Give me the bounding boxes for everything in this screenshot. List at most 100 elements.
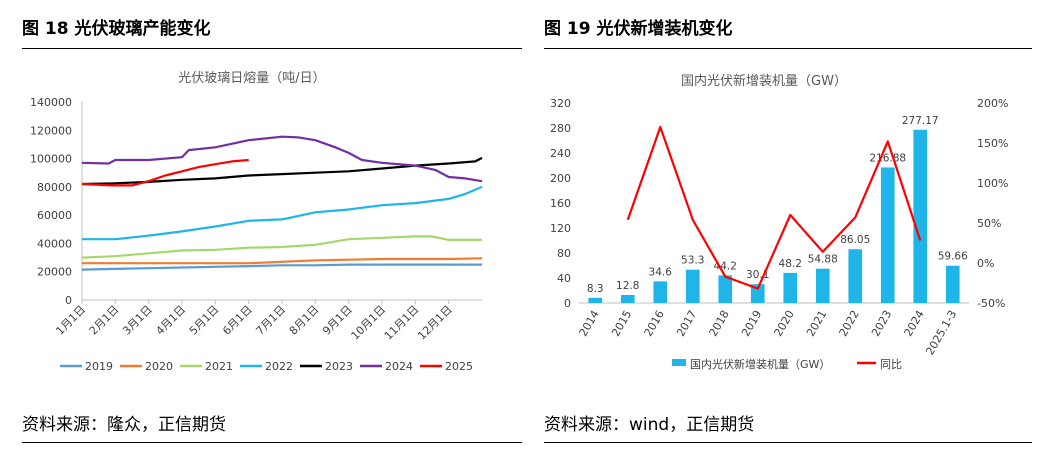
- legend-label-2022: 2022: [265, 360, 293, 373]
- x-tick-label: 5月1日: [187, 303, 222, 338]
- bar-value-label: 277.17: [902, 115, 939, 127]
- y-right-tick-label: 150%: [977, 137, 1008, 150]
- legend-label-2019: 2019: [85, 360, 113, 373]
- bar-value-label: 34.6: [649, 266, 673, 278]
- right-top-rule: [544, 48, 1032, 49]
- bar-2025.1-3: [945, 265, 960, 303]
- figure-19-title: 图 19 光伏新增装机变化: [544, 19, 733, 39]
- chart-title: 国内光伏新增装机量（GW）: [681, 73, 847, 89]
- x-tick-label: 6月1日: [220, 303, 255, 338]
- bar-2022: [848, 249, 863, 303]
- series-line-2022: [82, 185, 483, 241]
- series-line-2023: [81, 156, 483, 186]
- left-top-rule: [22, 48, 522, 49]
- legend-label-line: 同比: [880, 358, 902, 371]
- x-tick-label: 7月1日: [253, 303, 288, 338]
- x-tick-label: 8月1日: [287, 303, 322, 338]
- bar-value-label: 216.88: [869, 152, 906, 164]
- y-tick-label: 60000: [37, 209, 72, 222]
- x-tick-label: 2020: [772, 308, 797, 339]
- x-tick-label: 2023: [869, 308, 894, 339]
- left-source-note: 资料来源：隆众，正信期货: [22, 415, 226, 435]
- bar-2014: [588, 297, 603, 303]
- x-tick-label: 2022: [837, 308, 862, 339]
- x-tick-label: 2018: [707, 308, 732, 339]
- x-tick-label: 12月1日: [415, 303, 455, 343]
- x-tick-label: 2021: [804, 308, 829, 339]
- legend-label-2021: 2021: [205, 360, 233, 373]
- y-left-tick-label: 280: [550, 122, 571, 135]
- series-line-2025: [81, 158, 249, 187]
- y-left-tick-label: 240: [550, 147, 571, 160]
- right-source-note: 资料来源：wind，正信期货: [544, 415, 755, 435]
- legend-label-2023: 2023: [325, 360, 353, 373]
- figure-18-title: 图 18 光伏玻璃产能变化: [22, 19, 211, 39]
- bar-2020: [783, 272, 798, 303]
- y-tick-label: 140000: [30, 96, 72, 109]
- y-left-tick-label: 40: [557, 272, 571, 285]
- x-tick-label: 2025.1-3: [923, 308, 959, 357]
- right-bottom-rule: [544, 442, 1032, 443]
- bar-value-label: 44.2: [714, 260, 737, 272]
- pv-installation-chart: 国内光伏新增装机量（GW） 0 40 80 120 160 200 240 280 320 -50%…: [550, 73, 1008, 371]
- bar-2016: [653, 281, 668, 303]
- y-right-tick-label: 100%: [977, 177, 1008, 190]
- y-tick-label: 120000: [30, 124, 72, 137]
- y-right-tick-label: 200%: [977, 97, 1008, 110]
- y-left-tick-label: 200: [550, 172, 571, 185]
- y-right-tick-label: 50%: [977, 217, 1001, 230]
- bar-2018: [718, 275, 733, 303]
- y-tick-label: 20000: [37, 266, 72, 279]
- legend-label-2020: 2020: [145, 360, 173, 373]
- x-tick-label: 2月1日: [87, 303, 122, 338]
- bar-value-label: 8.3: [587, 283, 604, 295]
- legend-label-bar: 国内光伏新增装机量（GW）: [690, 357, 830, 371]
- x-tick-label: 3月1日: [120, 303, 155, 338]
- x-tick-label: 2014: [577, 308, 602, 339]
- bar-2019: [750, 284, 765, 303]
- left-bottom-rule: [22, 442, 522, 443]
- bar-2024: [913, 129, 928, 303]
- x-tick-label: 10月1日: [349, 303, 389, 343]
- yoy-line: [626, 125, 922, 290]
- y-left-tick-label: 80: [557, 247, 571, 260]
- y-left-tick-label: 160: [550, 197, 571, 210]
- bar-value-label: 12.8: [616, 280, 639, 292]
- y-right-tick-label: -50%: [977, 297, 1005, 310]
- y-right-tick-label: 0%: [977, 257, 994, 270]
- bar-2023: [880, 167, 895, 303]
- x-tick-label: 1月1日: [53, 303, 88, 338]
- left-figure-panel: 图 18 光伏玻璃产能变化 光伏玻璃日熔量（吨/日） 0 20000 40000 600…: [22, 0, 522, 451]
- y-left-tick-label: 320: [550, 97, 571, 110]
- y-tick-label: 0: [65, 294, 72, 307]
- bar-value-label: 48.2: [779, 258, 802, 270]
- right-figure-panel: 图 19 光伏新增装机变化 国内光伏新增装机量（GW） 0 40 80 120 160 20…: [544, 0, 1032, 451]
- x-tick-label: 4月1日: [153, 303, 188, 338]
- bar-value-label: 86.05: [840, 234, 870, 246]
- series-line-2021: [81, 235, 482, 259]
- series-line-2020: [82, 257, 483, 265]
- y-tick-label: 80000: [37, 181, 72, 194]
- y-left-tick-label: 120: [550, 222, 571, 235]
- y-left-tick-label: 0: [564, 297, 571, 310]
- x-tick-label: 2019: [739, 308, 764, 339]
- x-tick-label: 2016: [642, 308, 667, 339]
- legend-label-2024: 2024: [385, 360, 413, 373]
- bar-value-label: 54.88: [808, 254, 838, 266]
- legend-swatch-bar: [672, 359, 686, 366]
- series-line-2024: [81, 135, 483, 183]
- bar-2015: [620, 295, 635, 303]
- chart-title: 光伏玻璃日熔量（吨/日）: [178, 71, 325, 86]
- y-tick-label: 100000: [30, 153, 72, 166]
- series-line-2019: [81, 263, 482, 271]
- x-tick-label: 2024: [902, 308, 927, 339]
- bar-2021: [815, 268, 830, 303]
- bar-2017: [685, 269, 700, 303]
- bar-value-label: 53.3: [681, 255, 704, 267]
- legend-label-2025: 2025: [445, 360, 473, 373]
- x-tick-label: 2017: [674, 308, 699, 339]
- y-tick-label: 40000: [37, 237, 72, 250]
- bar-value-label: 59.66: [938, 251, 968, 263]
- glass-capacity-chart: 光伏玻璃日熔量（吨/日） 0 20000 40000 60000 80000 100000 1…: [30, 71, 483, 373]
- x-tick-label: 2015: [609, 308, 634, 339]
